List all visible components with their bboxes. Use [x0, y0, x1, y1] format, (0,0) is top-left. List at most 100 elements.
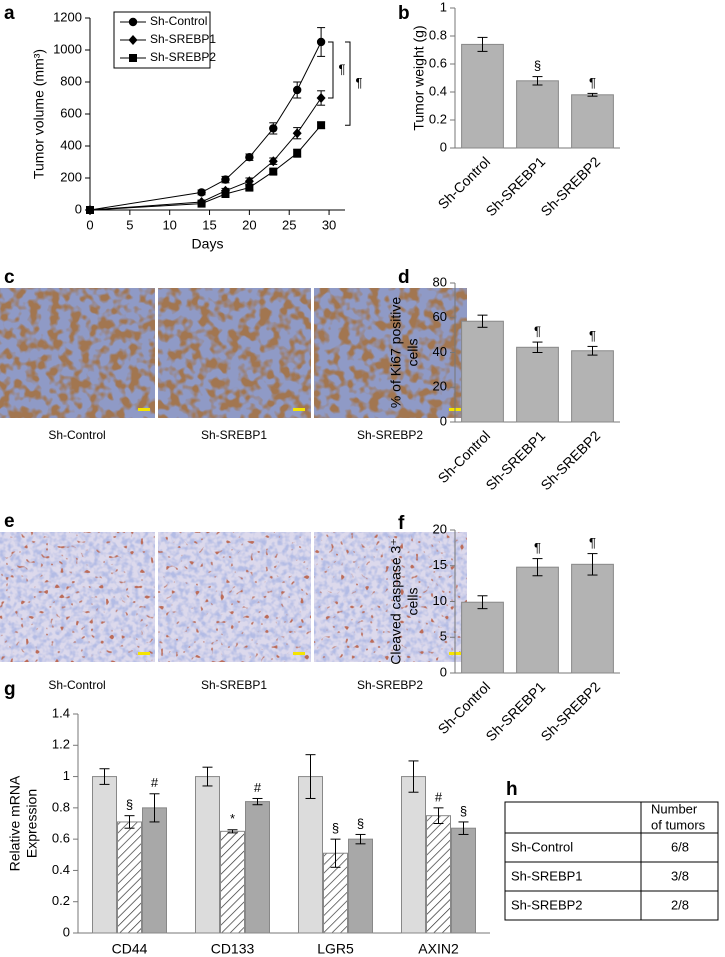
- legend-box: [113, 11, 211, 69]
- y-tick-label: 0.6: [429, 55, 447, 70]
- error-bar: [587, 345, 598, 356]
- y-axis-label: Expression: [24, 789, 40, 858]
- table-header: Number: [651, 801, 698, 816]
- image-caption: Sh-SREBP2: [357, 428, 423, 442]
- micrographs: [0, 288, 467, 662]
- bar: [571, 94, 614, 149]
- y-tick-label: 0.2: [429, 111, 447, 126]
- error-bar: [477, 36, 488, 52]
- bar: [245, 801, 270, 934]
- error-bar: [305, 754, 316, 799]
- x-tick-label: Sh-Control: [435, 427, 494, 486]
- marker: [221, 190, 230, 198]
- y-tick-label: 0.8: [429, 27, 447, 42]
- bracket: [345, 41, 351, 126]
- annotation: §: [126, 797, 133, 812]
- y-tick-label: 10: [433, 593, 447, 608]
- bar: [461, 43, 504, 149]
- bar: [426, 815, 451, 934]
- image-caption: Sh-Control: [48, 678, 105, 692]
- micrograph: [314, 288, 467, 418]
- x-tick-label: Sh-SREBP2: [537, 678, 603, 744]
- bar: [461, 320, 504, 423]
- error-bar: [532, 76, 543, 86]
- bar: [195, 776, 220, 934]
- annotation: ¶: [589, 75, 596, 90]
- y-tick-label: 0.8: [52, 799, 70, 814]
- table-header: of tumors: [651, 817, 706, 832]
- y-tick-label: 0.6: [52, 831, 70, 846]
- x-tick-label: 20: [242, 217, 256, 232]
- y-tick-label: 20: [433, 521, 447, 536]
- panel-label: b: [398, 3, 410, 24]
- y-axis-label: cells: [405, 338, 421, 366]
- marker: [269, 167, 278, 176]
- marker: [268, 156, 278, 167]
- legend-marker: [128, 17, 138, 27]
- annotation: *: [230, 811, 235, 826]
- marker: [317, 121, 326, 130]
- error-bar: [477, 314, 488, 328]
- y-axis-label: Cleaved caspase 3⁺: [388, 538, 404, 664]
- annotation: #: [151, 775, 159, 790]
- legend-marker: [128, 35, 138, 45]
- marker: [197, 188, 206, 197]
- marker: [197, 199, 206, 208]
- y-tick-label: 0.2: [52, 893, 70, 908]
- bar: [571, 350, 614, 423]
- y-axis-label: Tumor weight (g): [411, 25, 427, 130]
- series-line: [89, 124, 322, 211]
- y-tick-label: 40: [433, 344, 447, 359]
- annotation: ¶: [589, 535, 596, 550]
- error-bar: [587, 92, 598, 97]
- micrograph: [158, 532, 311, 662]
- annotation: §: [460, 803, 467, 818]
- annotation: §: [357, 816, 364, 831]
- y-tick-label: 15: [433, 557, 447, 572]
- y-tick-label: 1000: [53, 41, 82, 56]
- y-tick-label: 80: [433, 274, 447, 289]
- marker: [245, 153, 254, 162]
- y-tick-label: 0.4: [429, 83, 447, 98]
- annotation: #: [435, 789, 443, 804]
- y-tick-label: 0: [440, 664, 447, 679]
- x-tick-label: 15: [202, 217, 216, 232]
- x-tick-label: Sh-Control: [435, 153, 494, 212]
- error-bar: [355, 833, 366, 845]
- bar: [516, 346, 559, 423]
- x-tick-label: 30: [322, 217, 336, 232]
- micrograph: [0, 532, 155, 662]
- error-bar: [587, 553, 598, 576]
- x-axis-label: Days: [192, 236, 224, 252]
- error-bar: [408, 760, 419, 793]
- x-tick-label: CD44: [112, 941, 148, 957]
- annotation: ¶: [356, 75, 363, 90]
- bar: [298, 776, 323, 934]
- y-tick-label: 0.4: [52, 862, 70, 877]
- table-cell: 3/8: [671, 868, 689, 883]
- panel-label: a: [4, 3, 15, 24]
- annotation: ¶: [589, 328, 596, 343]
- marker: [221, 175, 230, 184]
- x-tick-label: 25: [282, 217, 296, 232]
- bar: [401, 776, 426, 934]
- error-bar: [532, 341, 543, 353]
- y-tick-label: 800: [60, 73, 82, 88]
- bar: [220, 830, 245, 934]
- table-cell: Sh-SREBP1: [511, 868, 583, 883]
- error-bar: [99, 768, 110, 785]
- legend-label: Sh-SREBP2: [150, 50, 216, 64]
- y-tick-label: 1200: [53, 9, 82, 24]
- y-tick-label: 1: [440, 0, 447, 14]
- y-tick-label: 0: [63, 924, 70, 939]
- y-tick-label: 1.4: [52, 705, 70, 720]
- bar: [516, 566, 559, 674]
- error-bar: [532, 558, 543, 577]
- annotation: ¶: [534, 324, 541, 339]
- error-bar: [458, 821, 469, 835]
- panel-label: d: [398, 267, 410, 288]
- x-tick-label: 5: [126, 217, 133, 232]
- marker: [293, 149, 302, 158]
- y-tick-label: 200: [60, 169, 82, 184]
- annotation: §: [332, 821, 339, 836]
